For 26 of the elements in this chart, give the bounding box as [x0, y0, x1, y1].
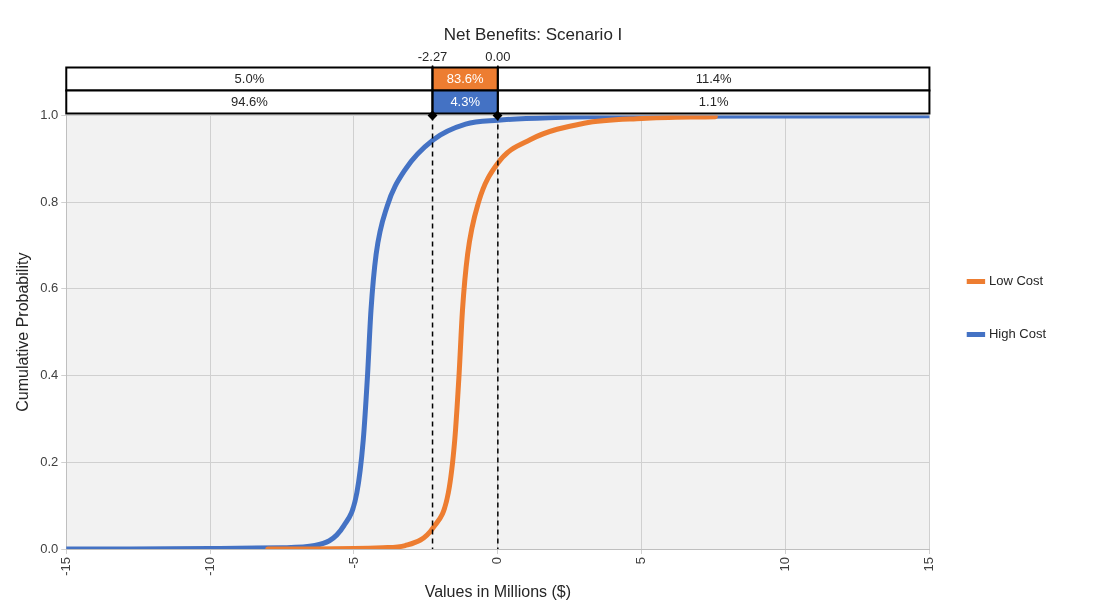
ref-line-label: 0.00 [485, 49, 511, 65]
text: 4.3% [450, 94, 481, 110]
y-tick-label: 1.0 [40, 106, 59, 122]
y-tick-label: 0.6 [40, 280, 59, 296]
y-tick-label: 0.8 [40, 193, 59, 209]
legend-label: High Cost [988, 326, 1047, 342]
x-tick-label: -15 [57, 557, 73, 576]
y-tick-label: 0.2 [40, 453, 59, 469]
chart-title: Net Benefits: Scenario I [443, 24, 623, 44]
x-tick-label: 15 [921, 557, 936, 572]
x-tick-label: 0 [489, 557, 505, 565]
x-tick-label: 5 [633, 557, 649, 565]
y-tick-label: 0.0 [40, 540, 59, 556]
text: 83.6% [446, 71, 485, 87]
x-axis-title: Values in Millions ($) [424, 582, 572, 600]
text: 5.0% [234, 71, 265, 87]
legend-label: Low Cost [988, 273, 1044, 289]
x-tick-label: -10 [201, 557, 217, 576]
y-tick-label: 0.4 [40, 367, 59, 383]
text: 1.1% [698, 94, 729, 110]
x-tick-label: 10 [777, 557, 793, 572]
text: 11.4% [695, 71, 733, 87]
y-axis-title: Cumulative Probability [14, 252, 32, 412]
text: 94.6% [230, 94, 269, 110]
ref-line-label: -2.27 [417, 49, 448, 65]
x-tick-label: -5 [345, 557, 361, 569]
